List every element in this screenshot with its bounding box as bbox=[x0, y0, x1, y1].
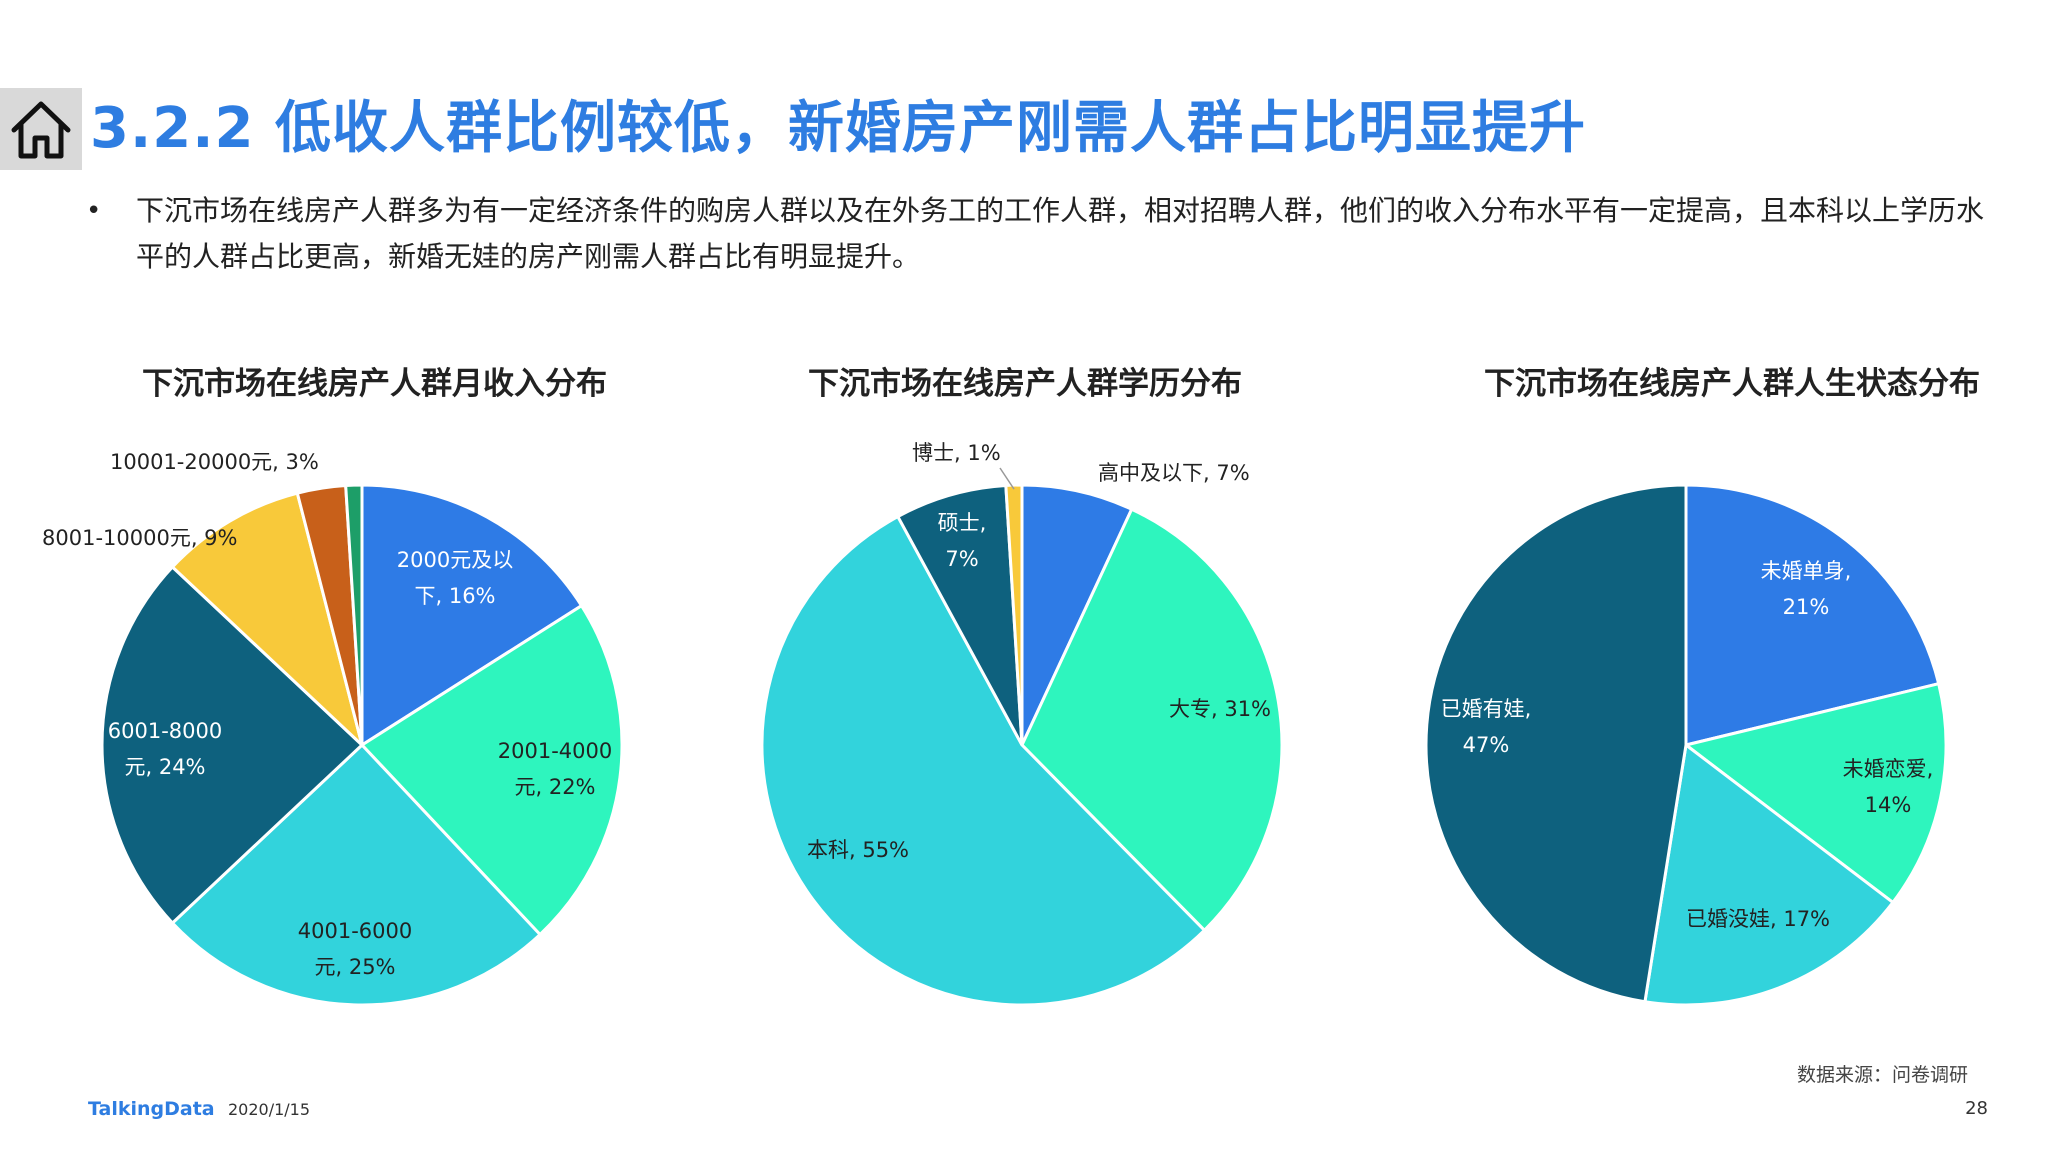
education-slice-2-label: 本科, 55% bbox=[807, 838, 909, 862]
income-slice-2 bbox=[170, 742, 543, 1007]
income-slice-4-label: 8001-10000元, 9% bbox=[42, 526, 238, 550]
life-stage-slice-1 bbox=[1682, 681, 1948, 905]
pie-life-stage: 未婚单身, 21% 未婚恋爱, 14% 已婚没娃, 17% 已婚有娃, 47% bbox=[1424, 483, 1948, 1007]
data-source: 数据来源：问卷调研 bbox=[1796, 1064, 1968, 1086]
income-slice-1 bbox=[359, 603, 624, 937]
income-slice-6 bbox=[344, 483, 364, 746]
life-stage-slice-1-label: 未婚恋爱, 14% bbox=[1843, 757, 1934, 817]
education-slice-0 bbox=[1020, 483, 1134, 746]
home-icon bbox=[11, 101, 71, 159]
income-slice-0 bbox=[360, 483, 584, 748]
life-stage-slice-0-label: 未婚单身, 21% bbox=[1761, 559, 1852, 619]
summary-text: 下沉市场在线房产人群多为有一定经济条件的购房人群以及在外务工的工作人群，相对招聘… bbox=[136, 194, 1985, 273]
life-stage-slice-3 bbox=[1424, 483, 1688, 1004]
education-slice-4-label: 博士, 1% bbox=[912, 441, 1001, 465]
education-slice-4-leader-line bbox=[999, 467, 1015, 490]
home-button[interactable] bbox=[0, 88, 82, 170]
pie-education: 高中及以下, 7% 大专, 31% 本科, 55% 硕士, 7% 博士, 1% bbox=[760, 441, 1284, 1007]
date: 2020/1/15 bbox=[228, 1100, 311, 1119]
chart-title-life-stage: 下沉市场在线房产人群人生状态分布 bbox=[1484, 366, 1980, 402]
chart-title-income: 下沉市场在线房产人群月收入分布 bbox=[142, 366, 607, 402]
brand-logo: TalkingData bbox=[88, 1098, 215, 1120]
income-slice-4 bbox=[170, 491, 365, 750]
pie-income: 2000元及以下, 16% 2001-4000 元, 22% 4001-6000 元, … bbox=[42, 450, 624, 1007]
life-stage-slice-2 bbox=[1643, 742, 1896, 1007]
education-slice-1-label: 大专, 31% bbox=[1169, 697, 1271, 721]
income-slice-3 bbox=[100, 564, 365, 926]
life-stage-slice-3-label: 已婚有娃, 47% bbox=[1441, 697, 1532, 757]
income-slice-5-label: 10001-20000元, 3% bbox=[110, 450, 319, 474]
income-slice-2-label: 4001-6000 元, 25% bbox=[298, 919, 412, 979]
life-stage-slice-2-label: 已婚没娃, 17% bbox=[1686, 907, 1830, 931]
education-slice-1 bbox=[1020, 507, 1284, 933]
income-slice-0-label: 2000元及以下, 16% bbox=[397, 548, 513, 608]
page-title: 3.2.2 低收人群比例较低，新婚房产刚需人群占比明显提升 bbox=[90, 96, 1586, 161]
income-slice-1-label: 2001-4000 元, 22% bbox=[498, 739, 612, 799]
education-slice-3-label: 硕士, 7% bbox=[938, 511, 987, 571]
income-slice-3-label: 6001-8000 元, 24% bbox=[108, 719, 222, 779]
education-slice-3 bbox=[895, 483, 1024, 746]
chart-title-education: 下沉市场在线房产人群学历分布 bbox=[808, 366, 1242, 402]
education-slice-0-label: 高中及以下, 7% bbox=[1098, 461, 1250, 485]
education-slice-2 bbox=[760, 514, 1207, 1007]
bullet-marker: • bbox=[86, 196, 102, 226]
page-number: 28 bbox=[1965, 1098, 1988, 1119]
education-slice-4 bbox=[1004, 483, 1024, 746]
life-stage-slice-0 bbox=[1684, 483, 1941, 747]
